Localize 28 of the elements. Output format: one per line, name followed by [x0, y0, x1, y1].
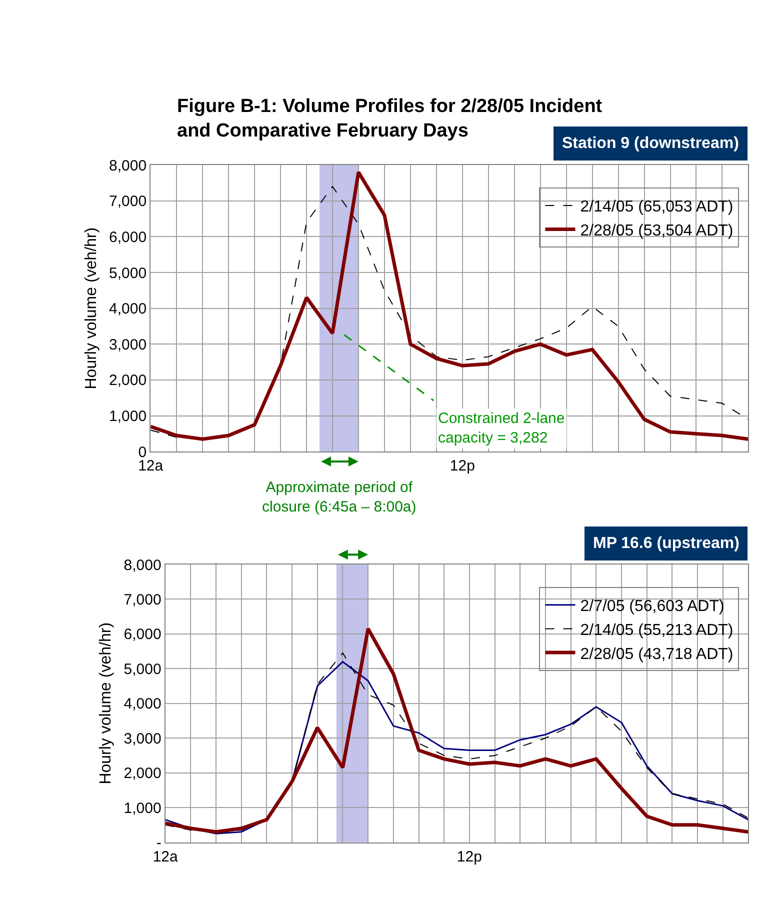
annotation: Constrained 2-lane capacity = 3,282: [438, 410, 565, 446]
chart-subtitle: MP 16.6 (upstream): [593, 535, 740, 552]
y-tick-label: 7,000: [109, 193, 147, 210]
y-tick-label: 6,000: [124, 626, 162, 644]
legend-label: 2/14/05 (55,213 ADT): [580, 622, 734, 639]
y-tick-label: 3,000: [124, 730, 162, 748]
legend-label: 2/28/05 (53,504 ADT): [580, 222, 734, 240]
y-tick-label: 8,000: [109, 157, 147, 174]
y-axis-title: Hourly volume (veh/hr): [98, 622, 115, 784]
x-tick-label: 12p: [456, 848, 482, 866]
x-tick-label: 12p: [450, 458, 475, 475]
text: Approximate period of closure (6:45a – 8:00a): [262, 479, 416, 516]
legend-label: 2/7/05 (56,603 ADT): [580, 598, 724, 616]
y-axis-title: Hourly volume (veh/hr): [82, 227, 100, 390]
y-tick-label: 5,000: [109, 264, 147, 282]
y-tick-label: 1,000: [109, 408, 147, 426]
legend-label: 2/14/05 (65,053 ADT): [580, 198, 734, 216]
y-tick-label: 2,000: [109, 372, 147, 390]
y-tick-label: 4,000: [124, 696, 162, 713]
legend-label: 2/28/05 (43,718 ADT): [580, 646, 734, 663]
y-tick-label: 6,000: [109, 228, 147, 246]
y-tick-label: 3,000: [109, 336, 147, 354]
y-tick-label: 5,000: [124, 660, 162, 678]
y-tick-label: 4,000: [109, 300, 147, 318]
y-tick-label: 8,000: [124, 556, 162, 574]
y-tick-label: 2,000: [124, 765, 162, 782]
y-tick-label: 7,000: [124, 591, 162, 608]
y-tick-label: 1,000: [124, 800, 162, 817]
